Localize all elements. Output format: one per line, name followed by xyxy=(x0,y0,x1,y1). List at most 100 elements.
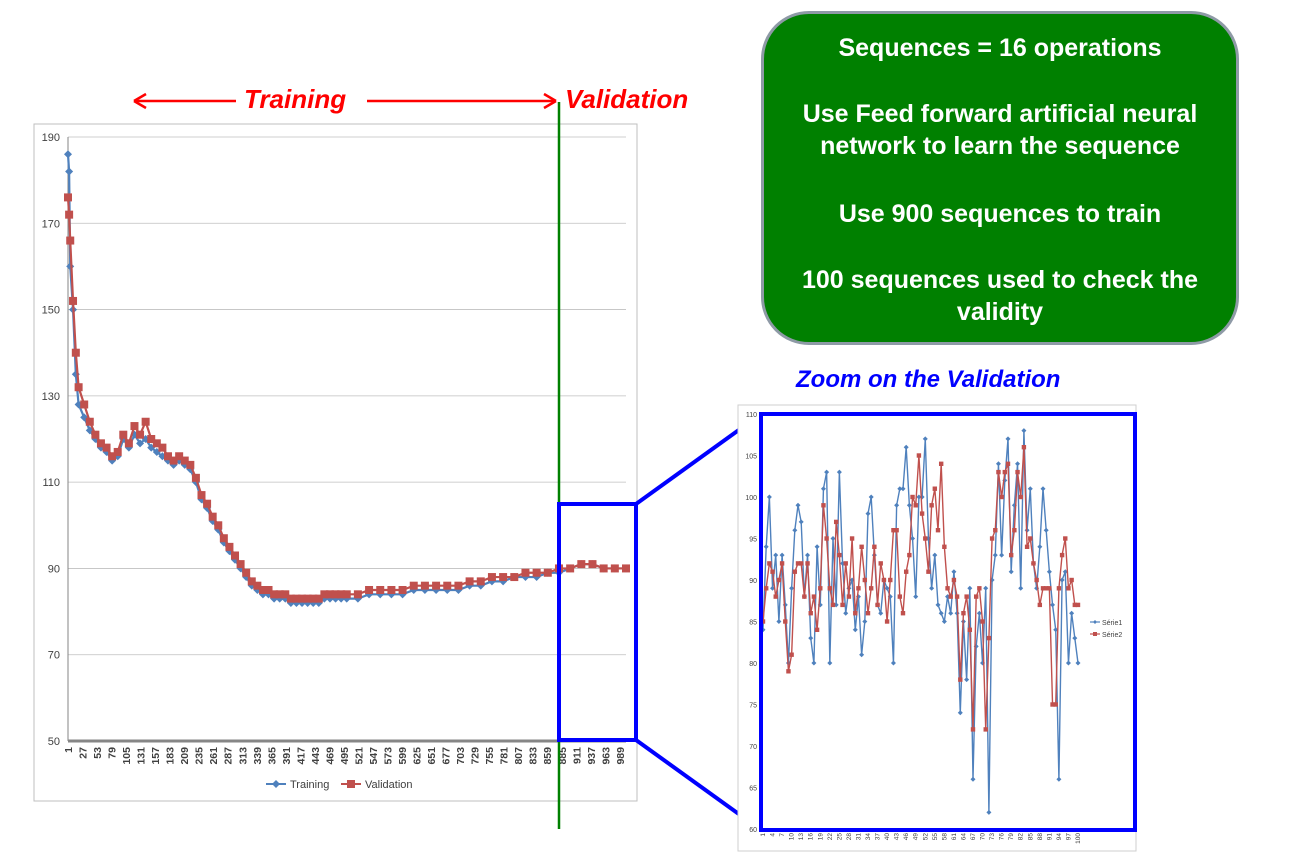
validation-point xyxy=(264,586,273,594)
validation-point xyxy=(499,573,508,582)
zoom-serie2-point xyxy=(884,619,890,624)
validation-point xyxy=(208,512,217,521)
zoom-serie1-point xyxy=(964,677,970,683)
zoom-serie1-point xyxy=(814,544,820,550)
legend-validation-label: Validation xyxy=(365,779,413,791)
zoom-serie1-point xyxy=(913,594,919,600)
zoom-serie2-point xyxy=(1063,536,1068,541)
zoom-serie1-point xyxy=(935,602,941,608)
main-chart-series xyxy=(64,150,630,607)
zoom-serie1-point xyxy=(770,585,776,591)
zoom-serie1-point xyxy=(827,660,833,666)
x-tick-label: 547 xyxy=(368,747,380,765)
zoom-serie1-point xyxy=(792,527,798,533)
main-chart-frame xyxy=(33,123,638,802)
zoom-serie1-point xyxy=(1018,585,1024,591)
validation-point xyxy=(420,581,429,590)
x-tick-label: 235 xyxy=(194,747,206,765)
x-tick-label: 417 xyxy=(295,747,307,765)
zoom-serie2-point xyxy=(843,561,848,566)
legend-training-marker xyxy=(272,780,280,788)
y-tick-label: 150 xyxy=(42,305,60,317)
x-tick-label: 703 xyxy=(455,747,467,765)
y-tick-label: 50 xyxy=(48,736,60,748)
zoom-serie2-point xyxy=(779,561,785,566)
zoom-serie2-point xyxy=(1066,586,1071,591)
zoom-serie2-point xyxy=(989,536,995,541)
zoom-serie2-point xyxy=(795,561,801,566)
zoom-x-tick-label: 28 xyxy=(846,833,853,841)
zoom-x-tick-label: 70 xyxy=(980,833,987,841)
zoom-serie1-point xyxy=(906,502,912,508)
zoom-serie1-point xyxy=(830,536,836,541)
legend-training-label: Training xyxy=(290,779,329,791)
zoom-serie2-point xyxy=(808,611,813,616)
zoom-serie2-point xyxy=(849,536,855,541)
validation-point xyxy=(152,439,161,448)
zoom-serie2-point xyxy=(1018,494,1023,500)
zoom-serie1-point xyxy=(903,444,909,450)
zoom-serie1-point xyxy=(976,610,982,616)
validation-point xyxy=(409,581,418,590)
zoom-serie2-point xyxy=(1040,586,1046,591)
zoom-serie1-point xyxy=(938,610,944,616)
zoom-serie2-point xyxy=(859,544,864,549)
validation-point xyxy=(314,594,323,603)
validation-point xyxy=(108,452,117,461)
zoom-x-tick-label: 40 xyxy=(884,833,891,841)
x-tick-label: 573 xyxy=(382,747,394,765)
zoom-x-tick-label: 97 xyxy=(1065,833,1072,841)
validation-point xyxy=(258,586,267,594)
validation-point xyxy=(130,422,139,431)
validation-point xyxy=(74,383,83,392)
zoom-serie2-point xyxy=(980,619,985,624)
zoom-serie2-point xyxy=(1028,536,1033,541)
zoom-x-tick-label: 1 xyxy=(760,833,767,837)
zoom-serie2-point xyxy=(811,594,817,599)
zoom-serie1-point xyxy=(1043,527,1049,533)
zoom-serie2-point xyxy=(1024,544,1030,549)
zoom-x-tick-label: 76 xyxy=(999,833,1006,841)
zoom-serie1-point xyxy=(1040,486,1046,492)
validation-point xyxy=(136,430,145,439)
zoom-serie2-point xyxy=(773,594,778,599)
zoom-serie2-point xyxy=(967,627,973,632)
zoom-serie2-point xyxy=(862,577,868,583)
validation-point xyxy=(286,594,295,603)
zoom-serie2-point xyxy=(923,536,928,541)
validation-point xyxy=(124,439,133,448)
validation-point xyxy=(169,456,178,465)
validation-point xyxy=(64,193,72,202)
zoom-serie2-point xyxy=(891,528,896,533)
zoom-serie1-point xyxy=(862,619,868,624)
legend-serie1-label: Série1 xyxy=(1102,620,1122,627)
zoom-serie1-point xyxy=(1062,569,1068,575)
training-arrow-right-head xyxy=(543,92,557,110)
validation-point xyxy=(65,210,74,219)
info-line-validation: 100 sequences used to check the validity xyxy=(801,266,1198,326)
zoom-serie2-point xyxy=(993,528,998,533)
zoom-serie1-point xyxy=(916,494,922,500)
zoom-serie1-point xyxy=(1053,627,1059,633)
zoom-serie2-point xyxy=(878,561,883,566)
y-tick-label: 70 xyxy=(48,650,60,662)
zoom-x-tick-label: 7 xyxy=(779,833,786,837)
zoom-serie2-point xyxy=(770,569,775,574)
training-arrow-left-head xyxy=(133,92,147,110)
zoom-serie2-point xyxy=(888,577,893,583)
x-tick-label: 183 xyxy=(165,747,177,765)
zoom-serie2-point xyxy=(999,494,1004,500)
validation-point xyxy=(275,590,284,599)
zoom-serie1-point xyxy=(1059,577,1065,583)
zoom-serie2-point xyxy=(1031,561,1036,566)
zoom-x-tick-label: 25 xyxy=(836,833,843,841)
validation-point xyxy=(236,560,245,569)
zoom-serie1-point xyxy=(836,469,842,475)
zoom-serie1-point xyxy=(878,610,884,616)
validation-point xyxy=(543,568,552,577)
zoom-serie2-point xyxy=(983,727,988,732)
x-tick-label: 755 xyxy=(484,747,496,765)
zoom-serie2-point xyxy=(961,611,966,616)
zoom-serie2-point xyxy=(830,602,836,608)
zoom-selection-box xyxy=(557,502,638,742)
